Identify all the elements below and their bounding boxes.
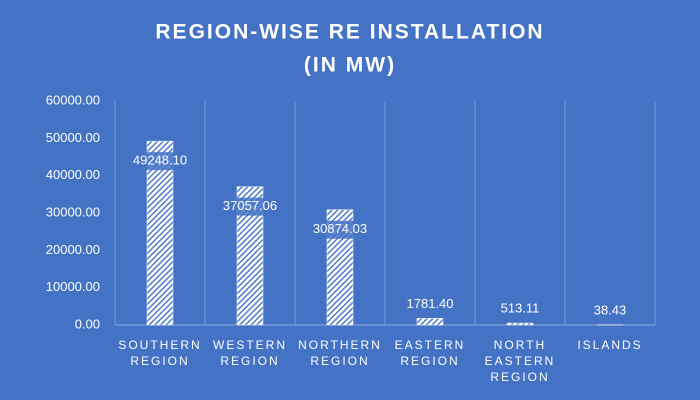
bar [416, 318, 444, 326]
x-tick-label: NORTH EASTERN REGION [484, 338, 556, 384]
y-tick-label: 50000.00 [46, 130, 100, 145]
bar [506, 322, 534, 326]
x-tick-label: EASTERN REGION [394, 338, 466, 368]
data-label: 30874.03 [313, 221, 367, 236]
y-tick-label: 40000.00 [46, 167, 100, 182]
data-label: 38.43 [594, 302, 627, 317]
y-tick-label: 10000.00 [46, 279, 100, 294]
data-label: 37057.06 [223, 198, 277, 213]
label-bg [220, 197, 280, 216]
label-bg [310, 220, 370, 239]
y-tick-label: 60000.00 [46, 92, 100, 107]
x-tick-label: SOUTHERN REGION [118, 338, 202, 368]
y-tick-label: 0.00 [75, 316, 100, 331]
data-label: 513.11 [501, 301, 540, 316]
x-tick-label: ISLANDS [577, 338, 643, 352]
x-tick-label: NORTHERN REGION [298, 338, 382, 368]
y-tick-label: 30000.00 [46, 204, 100, 219]
chart-title: (IN MW) [304, 54, 396, 77]
bar [146, 140, 174, 326]
data-label: 1781.40 [407, 296, 454, 311]
data-label: 49248.10 [133, 153, 187, 168]
x-tick-label: WESTERN REGION [213, 338, 287, 368]
label-bg [130, 152, 190, 171]
chart-title: REGION-WISE RE INSTALLATION [155, 21, 544, 44]
y-tick-label: 20000.00 [46, 242, 100, 257]
